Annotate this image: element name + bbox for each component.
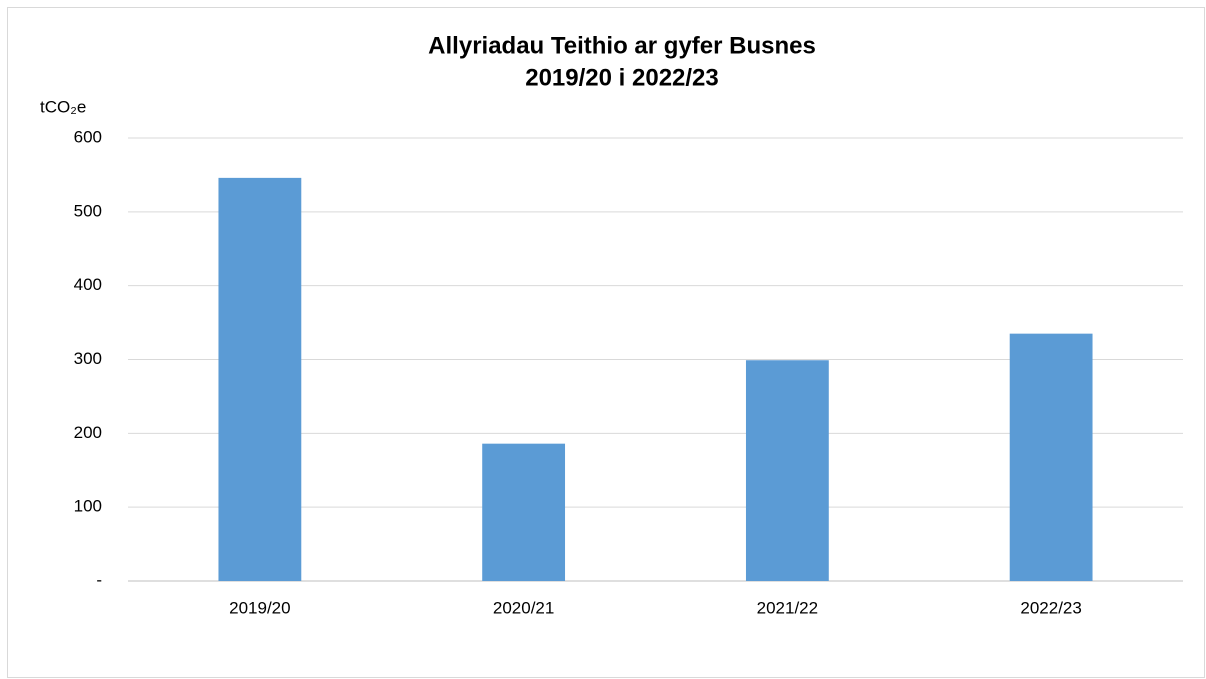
x-tick-label: 2022/23 bbox=[1020, 598, 1081, 617]
y-tick-label: 100 bbox=[74, 497, 102, 516]
chart-title: 2019/20 i 2022/23 bbox=[525, 64, 719, 91]
y-tick-label: 600 bbox=[74, 127, 102, 146]
bar bbox=[745, 360, 829, 581]
x-tick-label: 2020/21 bbox=[493, 598, 554, 617]
bar bbox=[1009, 333, 1093, 581]
y-tick-label: 200 bbox=[74, 423, 102, 442]
bar bbox=[482, 443, 566, 581]
y-tick-label: 300 bbox=[74, 349, 102, 368]
chart-title: Allyriadau Teithio ar gyfer Busnes bbox=[428, 32, 816, 59]
chart-frame bbox=[7, 7, 1205, 678]
y-tick-label: - bbox=[96, 570, 102, 589]
y-axis-label: tCO₂e bbox=[40, 97, 86, 116]
x-tick-label: 2021/22 bbox=[757, 598, 818, 617]
bar bbox=[218, 177, 302, 581]
x-tick-label: 2019/20 bbox=[229, 598, 290, 617]
y-tick-label: 500 bbox=[74, 201, 102, 220]
y-tick-label: 400 bbox=[74, 275, 102, 294]
